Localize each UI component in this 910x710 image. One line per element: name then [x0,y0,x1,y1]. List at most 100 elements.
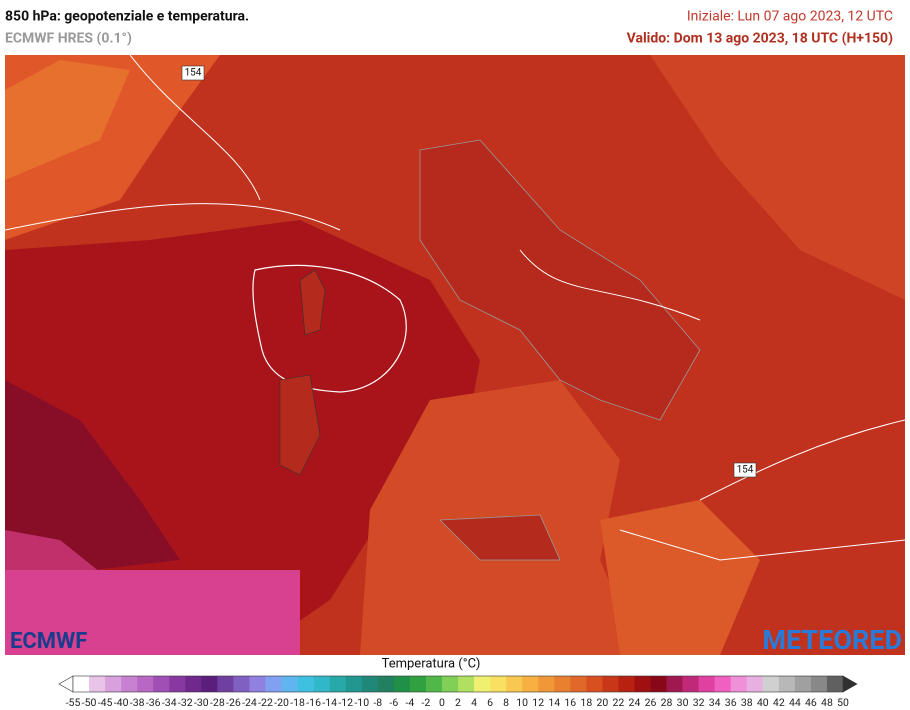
colorbar-segment [201,676,218,692]
colorbar-segment [121,676,138,692]
colorbar-tick-label: 48 [821,696,833,709]
valid-time: Valido: Dom 13 ago 2023, 18 UTC (H+150) [627,31,893,47]
colorbar-tick-label: -12 [338,696,353,709]
colorbar-segment [441,676,459,692]
colorbar-tick-label: -28 [210,696,225,709]
colorbar-tick-label: -16 [306,696,321,709]
colorbar-segment [826,676,844,692]
colorbar-tick-label: -45 [98,696,113,709]
colorbar-segment [554,676,571,692]
colorbar-segment [618,676,635,692]
colorbar-end [58,675,74,693]
colorbar-segment [153,676,170,692]
colorbar-segment [169,676,186,692]
colorbar-tick-label: 20 [596,696,608,709]
colorbar-segment [329,676,347,692]
colorbar-segment [602,676,619,692]
colorbar-tick-label: 40 [757,696,769,709]
colorbar-segment [233,676,250,692]
colorbar-segment [586,676,603,692]
colorbar-segment [650,676,667,692]
colorbar-segment [794,676,812,692]
contour-label: 154 [185,68,202,79]
colorbar-tick-label: 18 [580,696,592,709]
colorbar-tick-label: 2 [455,696,461,709]
colorbar-segment [217,676,234,692]
colorbar-tick-label: 14 [548,696,560,709]
colorbar-segment [409,676,427,692]
colorbar-segment [538,676,555,692]
colorbar-tick-label: 8 [503,696,509,709]
colorbar-tick-label: 30 [677,696,689,709]
colorbar-tick-label: -20 [274,696,289,709]
colorbar-tick-label: -30 [194,696,209,709]
colorbar-tick-label: 38 [741,696,753,709]
colorbar-tick-label: -36 [146,696,161,709]
colorbar-segment [89,676,106,692]
logo-right: METEORED [762,624,902,656]
title: 850 hPa: geopotenziale e temperatura. [5,9,249,25]
colorbar-segment [714,676,732,692]
colorbar-segment [458,676,475,692]
colorbar-tick-label: 12 [532,696,544,709]
colorbar-tick-label: -22 [258,696,273,709]
colorbar-tick-label: 16 [564,696,576,709]
colorbar-segment [281,676,298,692]
model: ECMWF HRES (0.1°) [5,31,132,47]
colorbar-segment [297,676,314,692]
colorbar-tick-label: 44 [789,696,801,709]
init-time: Iniziale: Lun 07 ago 2023, 12 UTC [687,9,893,25]
colorbar-segment [377,676,395,692]
colorbar-tick-label: 0 [439,696,445,709]
colorbar: -55 -50 -45 -40 -38 -36 -34 -32 -30 -28 -26 -24 -22-… [58,675,858,709]
colorbar-tick-label: 34 [709,696,721,709]
colorbar-tick-label: 50 [837,696,849,709]
colorbar-segment [682,676,699,692]
colorbar-tick-label: -14 [322,696,337,709]
colorbar-tick-label: -4 [405,696,414,709]
colorbar-segment [185,676,202,692]
colorbar-segment [265,676,282,692]
colorbar-tick-label: -40 [114,696,129,709]
colorbar-segment [345,676,363,692]
map: 154 154 ECMWF METEORED [5,55,905,656]
legend-title: Temperatura (°C) [382,656,481,671]
colorbar-segment [474,676,491,692]
colorbar-segment [666,676,683,692]
colorbar-tick-label: 6 [487,696,493,709]
colorbar-tick-label: -10 [354,696,369,709]
colorbar-segment [634,676,651,692]
contour-label: 154 [737,465,754,476]
colorbar-segment [73,676,90,692]
colorbar-tick-label: -24 [242,696,257,709]
colorbar-tick-label: -38 [130,696,145,709]
colorbar-tick-label: 10 [516,696,528,709]
colorbar-segment [570,676,587,692]
colorbar-segment [249,676,266,692]
colorbar-segment [778,676,796,692]
colorbar-segment [137,676,154,692]
colorbar-segment [361,676,379,692]
colorbar-end [842,675,858,693]
colorbar-tick-label: -50 [82,696,97,709]
colorbar-tick-label: 4 [471,696,477,709]
colorbar-tick-label: -6 [389,696,398,709]
colorbar-tick-label: -55 [66,696,81,709]
colorbar-segment [425,676,443,692]
colorbar-tick-label: 36 [725,696,737,709]
colorbar-segment [810,676,828,692]
colorbar-segment [313,676,330,692]
colorbar-tick-label: 42 [773,696,785,709]
colorbar-tick-label: -2 [422,696,431,709]
colorbar-segment [762,676,780,692]
colorbar-tick-label: -18 [290,696,305,709]
colorbar-tick-label: -8 [373,696,382,709]
colorbar-segment [506,676,523,692]
colorbar-tick-label: -34 [162,696,177,709]
colorbar-segment [730,676,748,692]
colorbar-tick-label: 24 [629,696,641,709]
colorbar-tick-label: 22 [613,696,625,709]
colorbar-tick-label: 26 [645,696,657,709]
colorbar-segment [698,676,715,692]
